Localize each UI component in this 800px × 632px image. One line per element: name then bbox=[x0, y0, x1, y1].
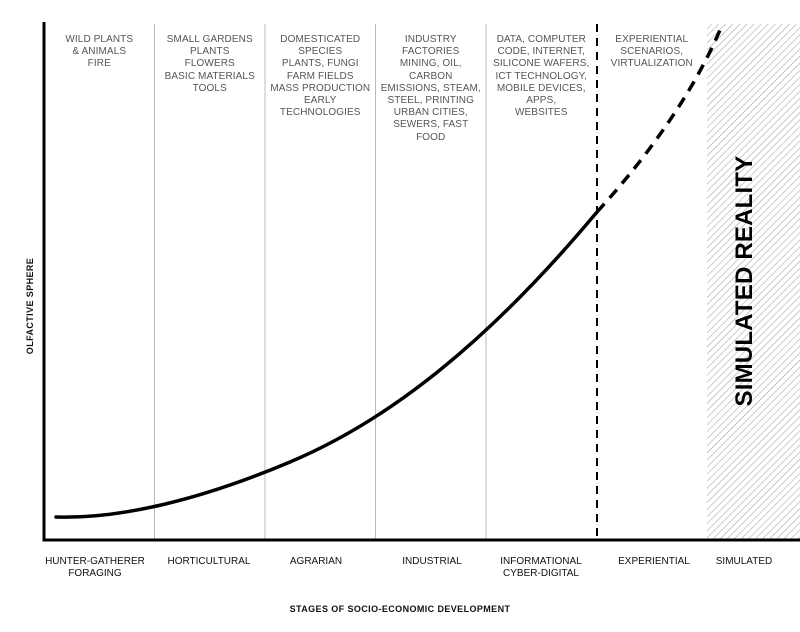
stage-label-horticultural: HORTICULTURAL bbox=[149, 556, 269, 568]
y-axis-title: OLFACTIVE SPHERE bbox=[25, 257, 35, 355]
stage-label-line: AGRARIAN bbox=[289, 556, 343, 567]
stage-description-agrarian: DOMESTICATED SPECIES PLANTS, FUNGI FARM FIE… bbox=[265, 34, 376, 119]
stage-label-line: HUNTER-GATHERER bbox=[45, 556, 145, 567]
stage-description-line: CARBON bbox=[409, 70, 453, 82]
stage-description-line: PLANTS bbox=[189, 46, 230, 58]
stage-description-line: SILICONE WAFERS, bbox=[493, 58, 590, 70]
stage-description-line: FOOD bbox=[416, 131, 446, 143]
stage-label-experiential: EXPERIENTIAL bbox=[594, 556, 714, 568]
stage-description-line: & ANIMALS bbox=[72, 46, 127, 58]
stage-description-line: SCENARIOS, bbox=[620, 46, 684, 58]
stage-description-informational: DATA, COMPUTER CODE, INTERNET, SILICONE WA… bbox=[486, 34, 597, 119]
stage-description-hunter-gatherer: WILD PLANTS & ANIMALS FIRE bbox=[44, 34, 155, 71]
stage-description-line: SPECIES bbox=[298, 46, 343, 58]
stage-description-line: SEWERS, FAST bbox=[393, 119, 469, 131]
stage-label-line: SIMULATED bbox=[715, 556, 773, 567]
stage-label-line: HORTICULTURAL bbox=[167, 556, 251, 567]
stage-description-line: TOOLS bbox=[192, 82, 227, 94]
stage-description-line: CODE, INTERNET, bbox=[497, 46, 586, 58]
stage-label-hunter-gatherer: HUNTER-GATHERER FORAGING bbox=[35, 556, 155, 580]
stage-description-experiential: EXPERIENTIAL SCENARIOS, VIRTUALIZATION bbox=[597, 34, 708, 71]
stage-description-line: MINING, OIL, bbox=[399, 58, 462, 70]
stage-description-line: EXPERIENTIAL bbox=[615, 34, 689, 45]
stage-description-line: FLOWERS bbox=[184, 58, 235, 70]
stage-description-line: APPS, bbox=[526, 95, 557, 107]
simulated-region bbox=[707, 24, 800, 540]
stage-description-line: BASIC MATERIALS bbox=[164, 70, 255, 82]
stage-description-line: VIRTUALIZATION bbox=[610, 58, 693, 70]
stage-description-line: URBAN CITIES, bbox=[393, 107, 468, 119]
stage-description-line: WEBSITES bbox=[515, 107, 568, 119]
stage-description-line: DATA, COMPUTER bbox=[496, 34, 586, 45]
stage-label-informational: INFORMATIONAL CYBER-DIGITAL bbox=[481, 556, 601, 580]
stage-label-line: INDUSTRIAL bbox=[402, 556, 462, 567]
stage-description-line: INDUSTRY bbox=[404, 34, 457, 45]
stage-description-horticultural: SMALL GARDENS PLANTS FLOWERS BASIC MATERIAL… bbox=[155, 34, 266, 95]
stage-description-line: STEEL, PRINTING bbox=[387, 95, 474, 107]
stage-description-line: EMISSIONS, STEAM, bbox=[380, 82, 481, 94]
stage-description-line: SMALL GARDENS bbox=[166, 34, 253, 45]
growth-curve-solid bbox=[54, 210, 599, 519]
stage-label-line: INFORMATIONAL bbox=[500, 556, 582, 567]
stage-description-line: FACTORIES bbox=[402, 46, 460, 58]
stage-dividers bbox=[154, 24, 487, 540]
stage-description-line: MOBILE DEVICES, bbox=[496, 82, 586, 94]
simulated-reality-label: SIMULATED REALITY bbox=[731, 155, 758, 407]
stage-label-line: CYBER-DIGITAL bbox=[503, 568, 579, 579]
stage-label-simulated: SIMULATED bbox=[684, 556, 800, 568]
stage-description-industrial: INDUSTRY FACTORIES MINING, OIL, CARBON EMISS… bbox=[376, 34, 487, 144]
stage-description-line: WILD PLANTS bbox=[65, 34, 134, 45]
growth-curve-projected bbox=[595, 29, 722, 214]
stage-description-line: DOMESTICATED bbox=[280, 34, 361, 45]
stage-label-agrarian: AGRARIAN bbox=[256, 556, 376, 568]
stage-label-industrial: INDUSTRIAL bbox=[372, 556, 492, 568]
stage-description-line: PLANTS, FUNGI bbox=[281, 58, 359, 70]
x-axis-title: STAGES OF SOCIO-ECONOMIC DEVELOPMENT bbox=[289, 604, 511, 614]
stage-label-line: EXPERIENTIAL bbox=[618, 556, 690, 567]
stage-description-line: MASS PRODUCTION bbox=[270, 82, 371, 94]
stage-label-line: FORAGING bbox=[68, 568, 122, 579]
stage-description-line: ICT TECHNOLOGY, bbox=[495, 70, 588, 82]
stage-description-line: FARM FIELDS bbox=[286, 70, 354, 82]
stage-description-line: EARLY bbox=[303, 95, 337, 107]
stage-description-line: TECHNOLOGIES bbox=[279, 107, 361, 119]
stage-description-line: FIRE bbox=[87, 58, 111, 70]
